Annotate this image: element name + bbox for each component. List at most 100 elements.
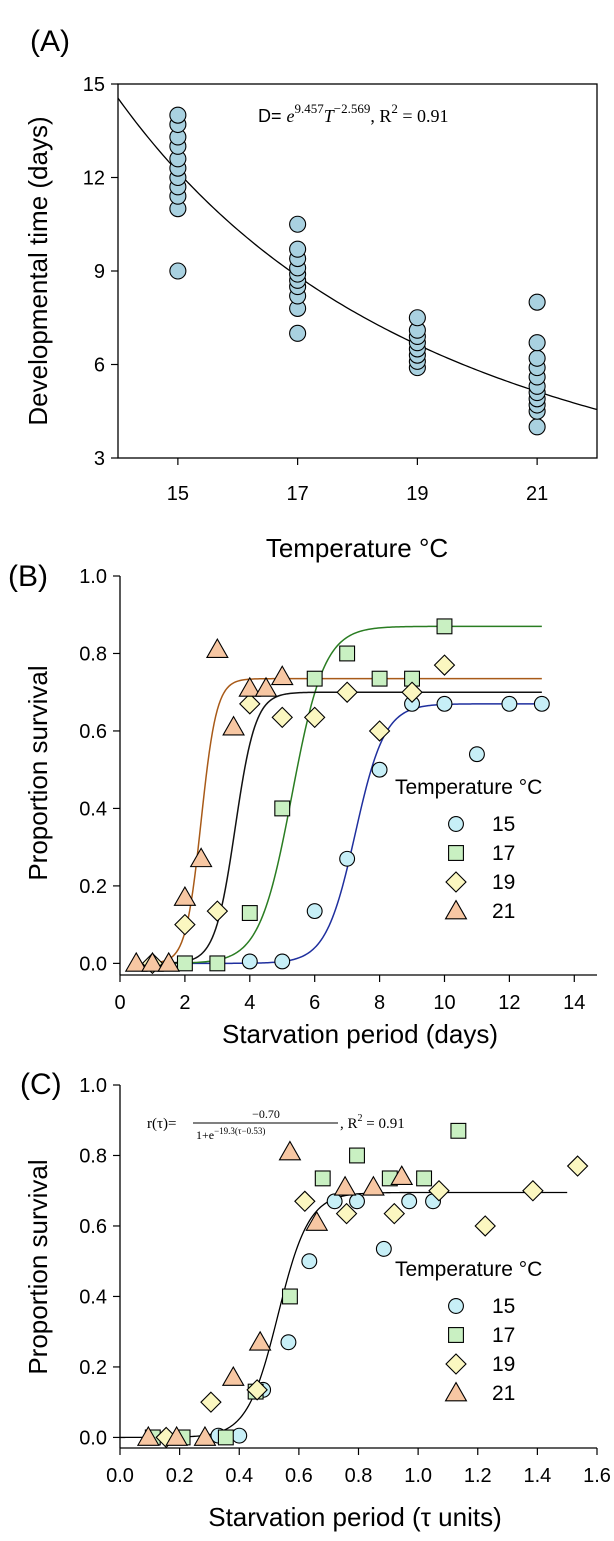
x-tick-label: 0.2 [166,1465,194,1487]
data-point-19 [336,681,358,703]
panel-b-legend-title: Temperature °C [395,776,542,799]
legend-label-15: 15 [492,1295,515,1318]
y-tick-label: 0.2 [79,876,107,898]
y-tick-label: 0.8 [79,1145,107,1167]
eq-c-denominator: 1+e−19.3(τ−0.53) [196,1126,265,1142]
data-point-15 [501,695,518,712]
panel-c-data-points [136,1122,589,1449]
panel-c-y-axis-title: Proportion survival [23,1159,53,1374]
legend-label-21: 21 [492,1382,515,1405]
legend-marker-21 [444,899,468,920]
data-point-15 [533,695,550,712]
panel-b-x-axis: 0 2 4 6 8 10 12 14 [114,975,585,1014]
data-point-15 [401,1193,418,1210]
legend-marker-17 [448,1327,464,1343]
x-tick-label: 4 [244,992,255,1014]
x-tick-label: 10 [433,992,455,1014]
data-point-21 [254,676,278,697]
legend-marker-21 [444,1381,468,1402]
data-point-21 [270,665,294,686]
data-point [289,324,307,342]
data-point-19 [271,706,293,729]
x-tick-label: 17 [287,483,309,505]
panel-c-legend-title: Temperature °C [395,1258,542,1281]
data-point-19 [428,1179,450,1202]
data-point-19 [174,913,196,936]
legend-label-17: 17 [492,842,515,865]
data-point-17 [281,1288,298,1305]
panel-c-equation: r(τ)= −0.70 1+e−19.3(τ−0.53) , R2 = 0.91 [147,1107,405,1142]
data-point-15 [436,695,453,712]
fit-line-15 [168,703,542,965]
fit-line-19 [152,691,542,965]
legend-label-19: 19 [492,1353,515,1376]
data-point-21 [390,1165,414,1186]
data-point-21 [136,1425,160,1446]
data-point-21 [157,951,181,972]
eq-a-var: T [324,106,336,126]
x-tick-label: 1.6 [583,1465,611,1487]
x-tick-label: 8 [374,992,385,1014]
eq-c-r2-exp: 2 [358,1113,363,1124]
data-point-15 [231,1427,248,1444]
data-point-19 [433,654,456,676]
y-tick-label: 15 [83,74,105,96]
fit-line-21 [136,677,542,965]
data-point [289,240,307,258]
y-tick-label: 1.0 [79,1075,107,1097]
data-point-21 [221,1365,245,1386]
panel-a-x-axis: 15 17 19 21 [167,458,548,505]
data-point [169,106,187,124]
data-point-21 [193,1425,217,1446]
fit-line [120,1191,568,1439]
data-point [408,309,426,327]
data-point-17 [371,670,388,687]
eq-c-r2: , R2 = 0.91 [340,1113,405,1132]
eq-c-r2-value: = 0.91 [363,1116,405,1132]
x-tick-label: 15 [167,483,189,505]
data-point-21 [305,1210,329,1231]
x-tick-label: 14 [563,992,585,1014]
data-point-21 [205,638,229,658]
y-tick-label: 0.0 [79,1427,107,1449]
panel-a: (A) 3 6 9 12 15 15 17 19 21 Developmental time … [23,25,598,563]
y-tick-label: 0.2 [79,1357,107,1379]
panel-b-axes [119,576,597,976]
data-point-15 [301,1253,318,1270]
panel-c-legend: Temperature °C 15 17 19 21 [395,1258,542,1405]
y-tick-label: 1.0 [79,566,107,588]
legend-label-21: 21 [492,900,515,923]
panel-c-fit-curve [120,1191,568,1439]
data-point-21 [189,847,213,868]
data-point-19 [522,1179,544,1202]
data-point-15 [349,1193,365,1210]
data-point [169,262,187,280]
panel-a-fit-curve [117,97,598,411]
data-point-21 [165,1425,189,1446]
legend-marker-17 [448,845,464,861]
data-point-15 [280,1334,297,1351]
y-tick-label: 0.8 [79,643,107,665]
data-point-21 [278,1140,302,1161]
data-point [289,215,307,233]
legend-marker-19 [445,1353,467,1375]
data-point-17 [217,1429,234,1446]
panel-b: (B) 0.0 0.2 0.4 0.6 0.8 1.0 0 2 4 6 8 10 12 14 Propo… [8,560,597,1049]
panel-a-equation: D= e9.457T−2.569, R2 = 0.91 [258,101,449,126]
legend-marker-15 [448,1298,464,1314]
data-point-17 [416,1170,433,1187]
data-point-17 [176,955,193,972]
data-point-17 [450,1122,467,1139]
data-point-19 [246,1379,268,1401]
y-tick-label: 0.6 [79,1216,107,1238]
x-tick-label: 1.0 [404,1465,432,1487]
data-point-19 [335,1202,358,1225]
x-tick-label: 1.4 [523,1465,551,1487]
data-point-15 [375,1240,392,1257]
data-point-17 [349,1147,365,1164]
data-point-21 [173,885,197,906]
eq-a-r2-label: , R [370,106,391,126]
panel-b-y-axis: 0.0 0.2 0.4 0.6 0.8 1.0 [79,566,120,975]
eq-c-lhs: r(τ)= [147,1116,176,1132]
data-point-15 [326,1193,343,1210]
